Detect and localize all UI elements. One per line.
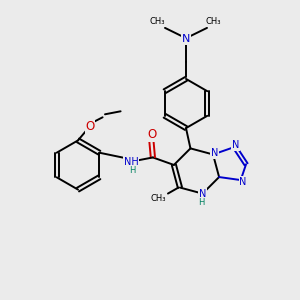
Text: O: O <box>85 120 94 133</box>
Text: N: N <box>211 148 218 158</box>
Text: N: N <box>232 140 239 150</box>
Text: NH: NH <box>124 157 139 167</box>
Text: CH₃: CH₃ <box>150 194 166 202</box>
Text: O: O <box>147 128 157 141</box>
Text: CH₃: CH₃ <box>150 16 165 26</box>
Text: H: H <box>198 198 204 207</box>
Text: CH₃: CH₃ <box>205 16 221 26</box>
Text: N: N <box>199 189 206 199</box>
Text: N: N <box>239 177 247 187</box>
Text: H: H <box>129 166 136 175</box>
Text: N: N <box>182 34 190 44</box>
